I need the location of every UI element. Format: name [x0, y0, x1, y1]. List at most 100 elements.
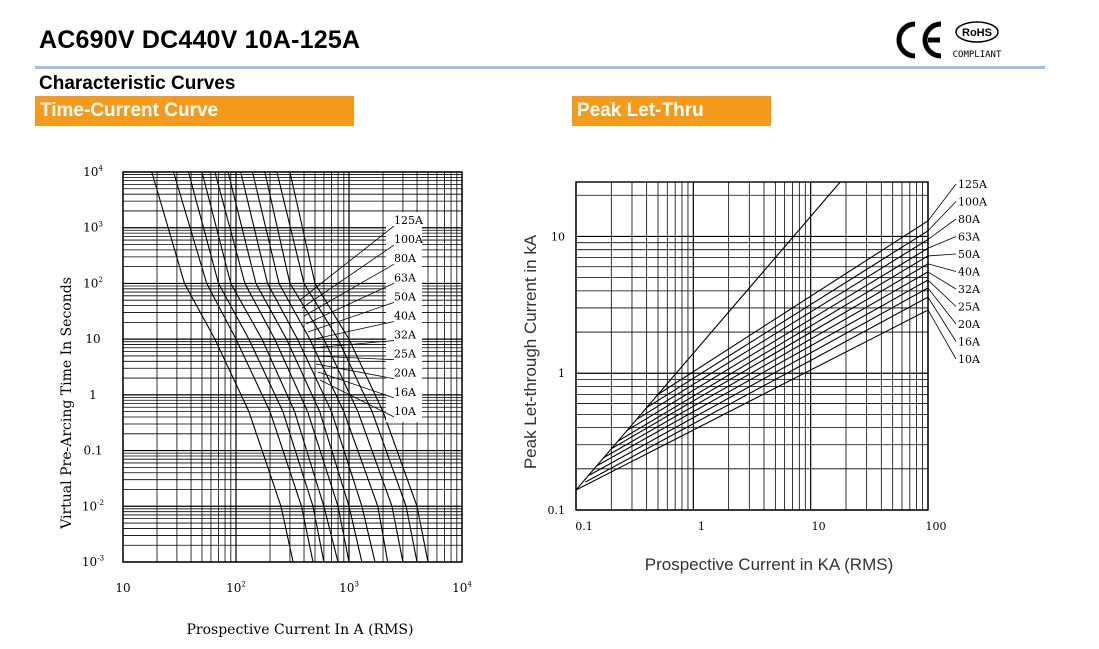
tc-curve-80A [264, 172, 404, 562]
pl-legend-label-125A: 125A [958, 178, 988, 191]
tc-curve-32A [214, 172, 350, 562]
pl-y-tick-label: 10 [551, 230, 565, 243]
tc-leader-80A [303, 263, 395, 317]
pl-curve-32A [602, 271, 928, 459]
page-title: AC690V DC440V 10A-125A [39, 26, 361, 54]
pl-curve-125A [657, 220, 928, 395]
tc-curve-20A [187, 172, 325, 562]
pl-legend-label-100A: 100A [958, 196, 988, 209]
pl-leader-20A [927, 287, 957, 325]
pl-x-tick-label: 100 [926, 520, 947, 533]
pl-leader-25A [927, 279, 957, 307]
tc-curve-50A [240, 172, 376, 562]
pl-leader-10A [927, 309, 957, 360]
tab-time-current-curve: Time-Current Curve [35, 96, 354, 126]
tc-y-tick-label: 102 [83, 275, 103, 290]
pl-legend-label-20A: 20A [958, 318, 981, 331]
pl-plot-frame [575, 181, 929, 511]
tc-curves [151, 172, 429, 562]
pl-curve-80A [636, 239, 928, 420]
pl-leader-16A [927, 296, 957, 342]
tc-x-tick-label: 10 [115, 581, 130, 595]
pl-leader-63A [927, 236, 957, 249]
pl-legend-label-63A: 63A [958, 231, 981, 244]
tc-legend-label-80A: 80A [394, 252, 417, 265]
tc-curve-16A [172, 172, 314, 562]
tc-leader-125A [299, 225, 395, 301]
pl-diagonal-line [576, 182, 841, 491]
tc-curve-25A [201, 172, 339, 562]
tc-x-axis-label: Prospective Current In A (RMS) [186, 622, 413, 638]
pl-legend-label-16A: 16A [958, 336, 981, 349]
pl-legend-label-50A: 50A [958, 248, 981, 261]
pl-x-tick-label: 1 [698, 520, 705, 533]
tc-y-tick-label: 104 [83, 164, 103, 179]
pl-leader-125A [927, 183, 957, 222]
pl-legend-label-25A: 25A [958, 301, 981, 314]
pl-curve-10A [576, 309, 928, 491]
tab-peak-let-thru: Peak Let-Thru [572, 96, 771, 126]
pl-curve-40A [611, 263, 928, 450]
tc-leader-50A [307, 301, 395, 333]
tc-leader-20A [315, 363, 395, 380]
pl-leader-100A [927, 201, 957, 232]
tc-leader-10A [319, 379, 395, 418]
tc-legend-box [386, 212, 422, 422]
pl-y-axis-label: Peak Let-through Current in kA [521, 234, 540, 469]
tc-legend-label-16A: 16A [394, 386, 417, 399]
tc-y-tick-label: 10-2 [82, 498, 104, 513]
pl-curve-100A [646, 230, 928, 409]
pl-leader-40A [927, 263, 957, 272]
pl-x-tick-label: 10 [812, 520, 826, 533]
tc-leader-40A [309, 321, 395, 341]
pl-curve-16A [585, 296, 928, 483]
tc-legend-label-32A: 32A [394, 329, 417, 342]
tc-legend-label-10A: 10A [394, 405, 417, 418]
tc-legend-label-20A: 20A [394, 367, 417, 380]
tc-x-tick-label: 104 [452, 580, 472, 595]
rohs-label: RoHS [962, 27, 992, 39]
pl-leader-32A [927, 271, 957, 290]
pl-curve-25A [596, 279, 928, 467]
tc-legend-label-100A: 100A [394, 233, 424, 246]
tc-legend-label-40A: 40A [394, 309, 417, 322]
pl-x-tick-label: 0.1 [575, 520, 593, 533]
rohs-icon: RoHS COMPLIANT [953, 21, 1002, 60]
pl-legend-label-40A: 40A [958, 266, 981, 279]
pl-y-tick-label: 1 [558, 367, 565, 380]
pl-curve-63A [626, 247, 928, 432]
tc-x-tick-label: 102 [226, 580, 246, 595]
tc-y-tick-label: 103 [83, 219, 103, 234]
compliant-label: COMPLIANT [953, 50, 1002, 60]
tc-x-tick-label: 103 [339, 580, 359, 595]
tc-leader-100A [301, 244, 395, 309]
pl-x-axis-label: Prospective Current in KA (RMS) [645, 555, 893, 574]
ce-mark-icon [896, 21, 942, 59]
pl-curve-50A [618, 255, 928, 442]
tc-leader-32A [311, 340, 395, 349]
pl-curves [576, 182, 928, 491]
tc-leader-16A [317, 371, 395, 399]
tc-y-tick-label: 10 [85, 332, 100, 346]
tc-leader-63A [305, 282, 395, 325]
tc-legend-label-63A: 63A [394, 271, 417, 284]
header-rule [35, 66, 1045, 69]
tc-leader-25A [313, 355, 395, 361]
tc-legend-label-125A: 125A [394, 214, 424, 227]
section-title: Characteristic Curves [39, 73, 236, 94]
pl-y-tick-label: 0.1 [548, 504, 566, 517]
tc-curve-100A [276, 172, 418, 562]
pl-curve-20A [589, 287, 928, 476]
tc-legend-label-50A: 50A [394, 290, 417, 303]
tc-y-tick-label: 10-3 [82, 554, 105, 569]
tc-y-tick-label: 0.1 [83, 444, 102, 458]
tc-curve-40A [227, 172, 363, 562]
pl-legend-label-80A: 80A [958, 213, 981, 226]
tc-curve-125A [289, 172, 429, 562]
tc-curve-10A [151, 172, 294, 562]
pl-leader-50A [927, 253, 957, 257]
tc-legend-label-25A: 25A [394, 348, 417, 361]
pl-legend-label-10A: 10A [958, 353, 981, 366]
